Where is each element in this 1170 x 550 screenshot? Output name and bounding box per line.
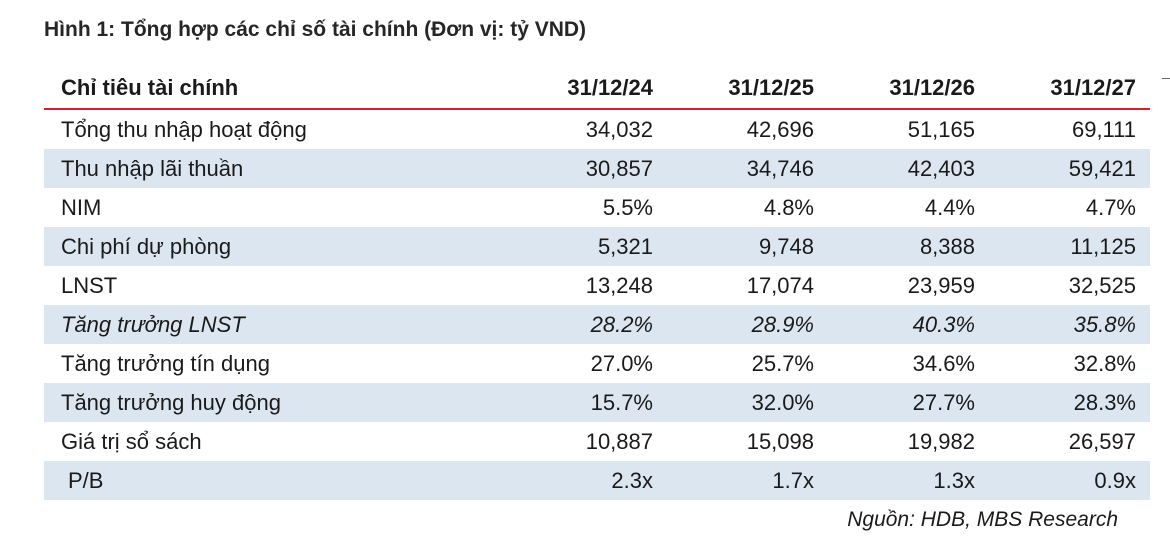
- row-value: 32.8%: [1073, 350, 1136, 376]
- row-label: Tăng trưởng huy động: [61, 389, 281, 415]
- figure-title: Hình 1: Tổng hợp các chỉ số tài chính (Đ…: [44, 18, 587, 41]
- table-row: Tăng trưởng tín dụng 27.0% 25.7% 34.6% 3…: [44, 344, 1150, 383]
- row-value: 35.8%: [1073, 311, 1136, 337]
- row-label: Tăng trưởng tín dụng: [61, 350, 270, 376]
- row-value: 10,887: [585, 428, 653, 454]
- row-value: 40.3%: [912, 311, 975, 337]
- row-value: 32,525: [1068, 272, 1136, 298]
- header-label: Chỉ tiêu tài chính: [61, 75, 239, 100]
- row-value: 4.8%: [763, 194, 814, 220]
- row-value: 1.3x: [933, 467, 975, 493]
- row-value: 51,165: [907, 116, 975, 142]
- row-value: 42,403: [907, 155, 975, 181]
- row-label: Chi phí dự phòng: [61, 233, 232, 259]
- row-value: 28.9%: [751, 311, 814, 337]
- source-note: Nguồn: HDB, MBS Research: [847, 508, 1118, 531]
- header-col-2026: 31/12/26: [889, 75, 975, 100]
- row-label: Tổng thu nhập hoạt động: [61, 116, 307, 142]
- row-value: 4.7%: [1085, 194, 1136, 220]
- row-value: 15,098: [746, 428, 814, 454]
- row-value: 9,748: [758, 233, 814, 259]
- header-col-2027: 31/12/27: [1050, 75, 1136, 100]
- edge-tick: [1162, 78, 1170, 79]
- row-value: 30,857: [585, 155, 653, 181]
- table-row: Tổng thu nhập hoạt động 34,032 42,696 51…: [44, 110, 1150, 149]
- row-value: 5.5%: [602, 194, 653, 220]
- row-label: Giá trị sổ sách: [61, 428, 202, 454]
- row-value: 13,248: [585, 272, 653, 298]
- row-label: LNST: [61, 272, 118, 298]
- row-label: NIM: [61, 194, 102, 220]
- row-value: 34,746: [746, 155, 814, 181]
- table-row: Tăng trưởng huy động 15.7% 32.0% 27.7% 2…: [44, 383, 1150, 422]
- row-value: 2.3x: [611, 467, 653, 493]
- table-row: Giá trị sổ sách 10,887 15,098 19,982 26,…: [44, 422, 1150, 461]
- table-row: LNST 13,248 17,074 23,959 32,525: [44, 266, 1150, 305]
- table-row: P/B 2.3x 1.7x 1.3x 0.9x: [44, 461, 1150, 500]
- row-value: 34,032: [585, 116, 653, 142]
- row-value: 28.3%: [1073, 389, 1136, 415]
- table-row: Tăng trưởng LNST 28.2% 28.9% 40.3% 35.8%: [44, 305, 1150, 344]
- row-value: 5,321: [597, 233, 653, 259]
- row-label: Tăng trưởng LNST: [61, 311, 245, 337]
- row-value: 34.6%: [912, 350, 975, 376]
- row-value: 25.7%: [751, 350, 814, 376]
- row-value: 8,388: [919, 233, 975, 259]
- row-value: 69,111: [1071, 116, 1136, 142]
- row-value: 27.0%: [590, 350, 653, 376]
- row-value: 26,597: [1068, 428, 1136, 454]
- row-value: 27.7%: [912, 389, 975, 415]
- table-header-row: Chỉ tiêu tài chính 31/12/24 31/12/25 31/…: [44, 68, 1150, 110]
- row-value: 42,696: [746, 116, 814, 142]
- row-value: 0.9x: [1094, 467, 1136, 493]
- row-value: 15.7%: [590, 389, 653, 415]
- header-col-2025: 31/12/25: [728, 75, 814, 100]
- row-value: 4.4%: [924, 194, 975, 220]
- row-label: P/B: [68, 467, 104, 493]
- row-value: 23,959: [907, 272, 975, 298]
- row-value: 17,074: [746, 272, 814, 298]
- table-row: Chi phí dự phòng 5,321 9,748 8,388 11,12…: [44, 227, 1150, 266]
- row-value: 32.0%: [751, 389, 814, 415]
- table-row: Thu nhập lãi thuần 30,857 34,746 42,403 …: [44, 149, 1150, 188]
- row-label: Thu nhập lãi thuần: [61, 155, 244, 181]
- row-value: 59,421: [1068, 155, 1136, 181]
- financial-table: Chỉ tiêu tài chính 31/12/24 31/12/25 31/…: [44, 68, 1150, 500]
- table-row: NIM 5.5% 4.8% 4.4% 4.7%: [44, 188, 1150, 227]
- row-value: 28.2%: [590, 311, 653, 337]
- row-value: 19,982: [907, 428, 975, 454]
- row-value: 1.7x: [772, 467, 814, 493]
- header-col-2024: 31/12/24: [567, 75, 653, 100]
- row-value: 11,125: [1070, 233, 1136, 259]
